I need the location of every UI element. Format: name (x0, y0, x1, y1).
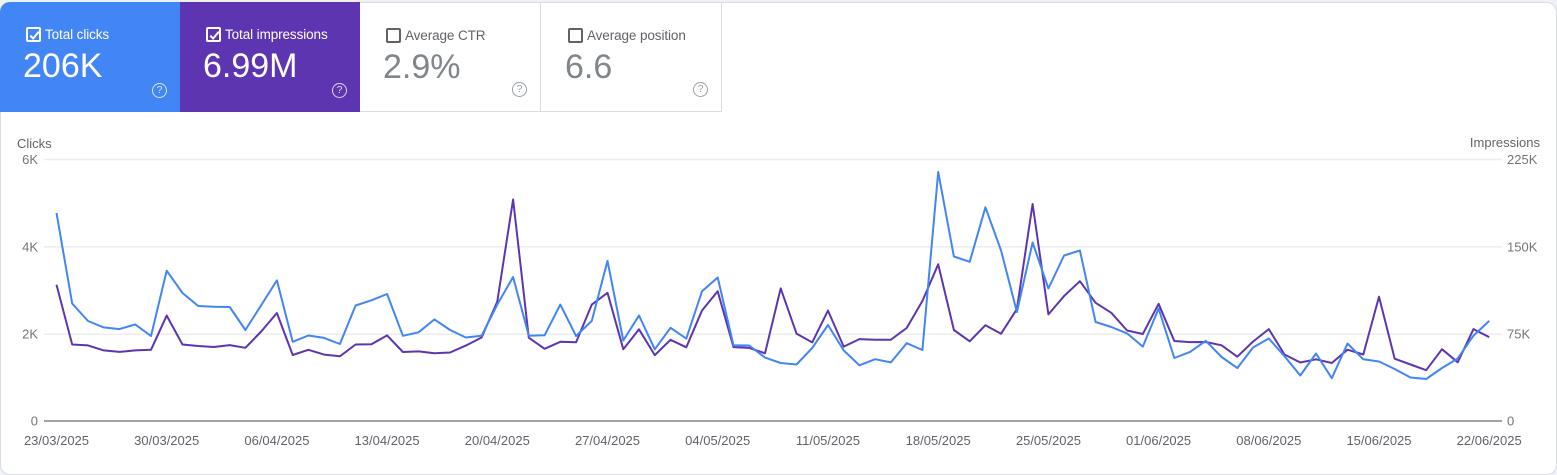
svg-text:13/04/2025: 13/04/2025 (355, 433, 420, 448)
svg-text:18/05/2025: 18/05/2025 (906, 433, 971, 448)
svg-text:11/05/2025: 11/05/2025 (796, 433, 860, 448)
svg-text:20/04/2025: 20/04/2025 (465, 433, 530, 448)
svg-text:22/06/2025: 22/06/2025 (1457, 433, 1522, 448)
svg-text:08/06/2025: 08/06/2025 (1236, 433, 1301, 448)
svg-text:30/03/2025: 30/03/2025 (134, 433, 199, 448)
svg-text:2K: 2K (22, 327, 38, 342)
svg-text:23/03/2025: 23/03/2025 (24, 433, 89, 448)
svg-text:4K: 4K (22, 239, 38, 254)
svg-text:27/04/2025: 27/04/2025 (575, 433, 640, 448)
svg-text:6K: 6K (22, 152, 38, 167)
svg-text:0: 0 (31, 414, 38, 429)
svg-text:Impressions: Impressions (1470, 135, 1541, 150)
svg-text:75K: 75K (1507, 327, 1530, 342)
svg-text:0: 0 (1507, 414, 1514, 429)
svg-text:150K: 150K (1507, 239, 1538, 254)
svg-text:225K: 225K (1507, 152, 1538, 167)
svg-text:04/05/2025: 04/05/2025 (685, 433, 750, 448)
svg-text:Clicks: Clicks (17, 136, 52, 151)
svg-text:01/06/2025: 01/06/2025 (1126, 433, 1191, 448)
svg-text:15/06/2025: 15/06/2025 (1346, 433, 1411, 448)
svg-text:25/05/2025: 25/05/2025 (1016, 433, 1081, 448)
svg-text:06/04/2025: 06/04/2025 (244, 433, 309, 448)
